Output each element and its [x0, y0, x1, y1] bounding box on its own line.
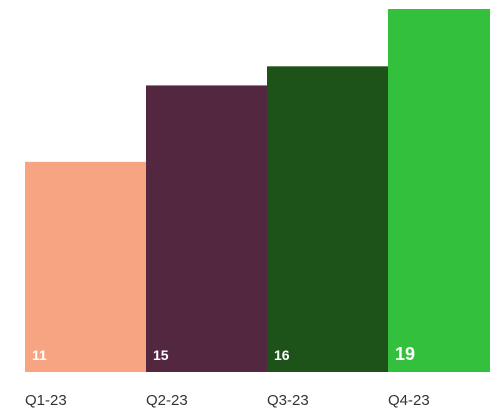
bars-group	[25, 9, 490, 372]
category-label-q4-23: Q4-23	[388, 392, 430, 409]
value-label-q1-23: 11	[32, 347, 47, 363]
value-label-q3-23: 16	[274, 347, 290, 363]
bar-q1-23	[25, 161, 146, 372]
category-labels-group: Q1-23 Q2-23 Q3-23 Q4-23	[25, 392, 430, 409]
bar-q4-23	[388, 9, 490, 372]
bar-q2-23	[146, 85, 267, 372]
value-label-q2-23: 15	[153, 347, 169, 363]
value-label-q4-23: 19	[395, 344, 415, 364]
value-labels-group: 11 15 16 19	[32, 344, 415, 364]
category-label-q3-23: Q3-23	[267, 392, 309, 409]
category-label-q2-23: Q2-23	[146, 392, 188, 409]
bar-q3-23	[267, 66, 388, 372]
category-label-q1-23: Q1-23	[25, 392, 67, 409]
